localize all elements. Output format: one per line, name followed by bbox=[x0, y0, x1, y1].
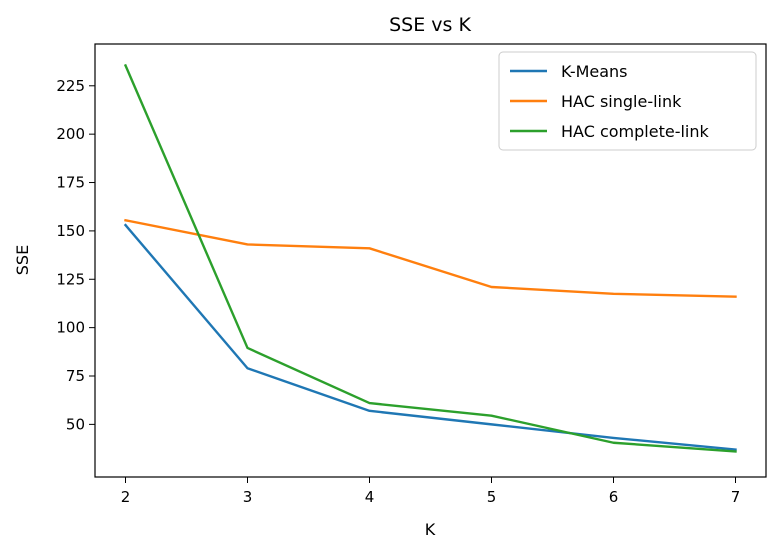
x-tick-label: 3 bbox=[243, 488, 253, 506]
x-tick-label: 4 bbox=[365, 488, 375, 506]
legend-label: HAC complete-link bbox=[561, 122, 709, 141]
legend: K-Means HAC single-link HAC complete-link bbox=[498, 51, 757, 151]
legend-box bbox=[498, 51, 757, 151]
y-tick-label: 75 bbox=[66, 367, 85, 385]
chart-title: SSE vs K bbox=[389, 14, 471, 36]
y-tick-label: 125 bbox=[56, 270, 85, 288]
series-lines bbox=[123, 63, 737, 453]
series-line-hac-single-link bbox=[124, 218, 737, 298]
y-axis: 50 75 100 125 150 175 200 225 bbox=[56, 77, 95, 433]
y-tick-label: 100 bbox=[56, 319, 85, 337]
y-tick-label: 225 bbox=[56, 77, 85, 95]
x-tick-label: 2 bbox=[121, 488, 131, 506]
legend-label: HAC single-link bbox=[561, 92, 682, 111]
series-line-hac-complete-link bbox=[123, 63, 737, 453]
x-tick-label: 6 bbox=[609, 488, 619, 506]
y-axis-label: SSE bbox=[13, 245, 32, 275]
y-tick-label: 50 bbox=[66, 415, 85, 433]
x-tick-label: 5 bbox=[487, 488, 497, 506]
y-tick-label: 175 bbox=[56, 174, 85, 192]
legend-label: K-Means bbox=[561, 62, 628, 81]
series-line-k-means bbox=[123, 223, 737, 451]
x-axis-label: K bbox=[425, 520, 436, 539]
y-tick-label: 200 bbox=[56, 125, 85, 143]
x-tick-label: 7 bbox=[731, 488, 741, 506]
y-tick-label: 150 bbox=[56, 222, 85, 240]
x-axis: 2 3 4 5 6 7 bbox=[121, 477, 741, 506]
